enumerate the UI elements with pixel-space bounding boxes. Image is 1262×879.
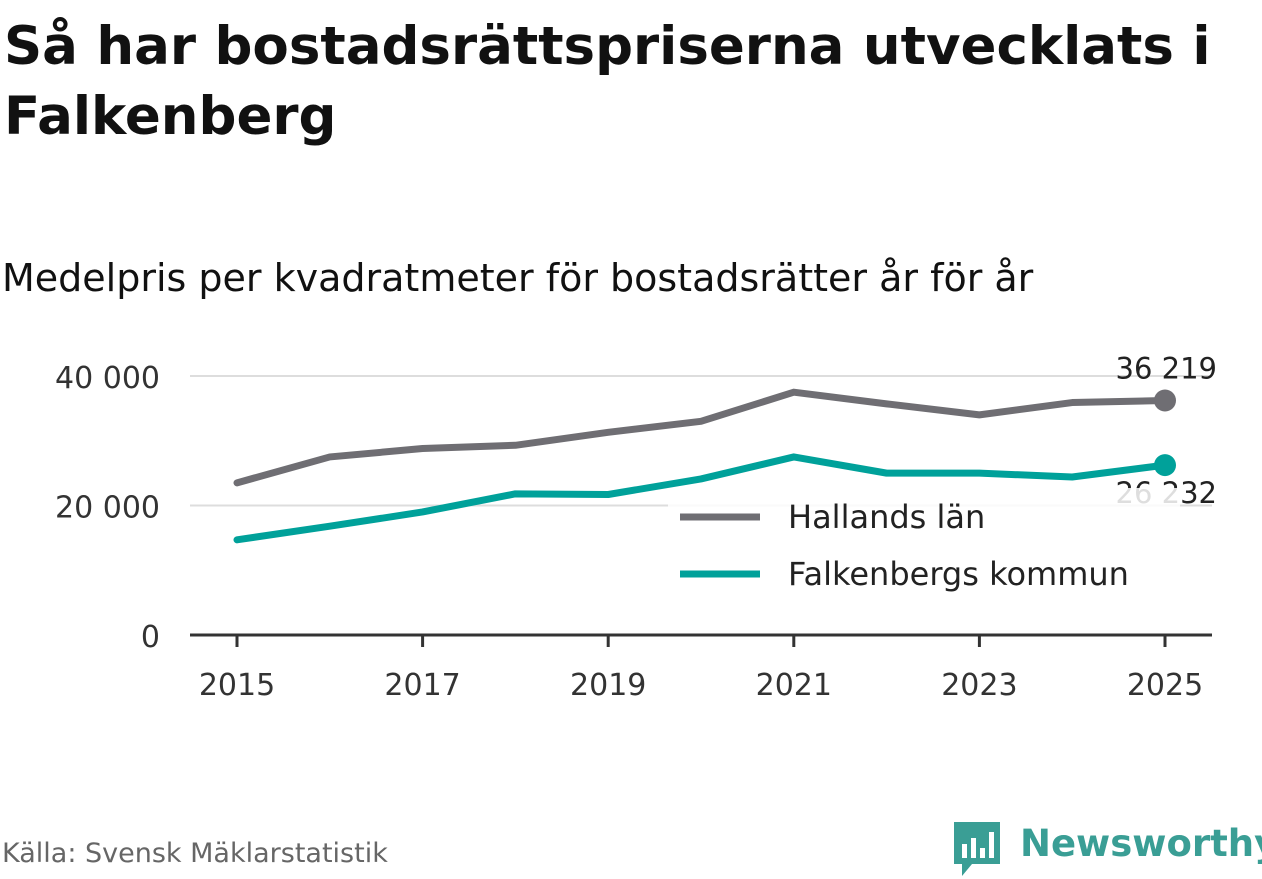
x-tick-label: 2015: [199, 668, 275, 703]
x-tick-label: 2019: [570, 668, 646, 703]
series-line-1: [233, 453, 1169, 544]
series-end-point: [1154, 454, 1176, 477]
y-tick-label: 20 000: [55, 491, 160, 526]
newsworthy-logo: Newsworthy: [950, 818, 1262, 878]
series-line-0: [233, 388, 1169, 487]
chart-subtitle: Medelpris per kvadratmeter för bostadsrä…: [2, 256, 1034, 300]
x-tick-label: 2021: [756, 668, 832, 703]
logo-text: Newsworthy: [1020, 822, 1262, 865]
series-end-label: 36 219: [1116, 351, 1217, 385]
series-end-point: [1154, 389, 1176, 412]
x-tick-label: 2017: [384, 668, 460, 703]
y-tick-label: 40 000: [55, 361, 160, 396]
y-tick-label: 0: [141, 620, 160, 655]
gridlines: [190, 375, 1212, 507]
x-tick-label: 2025: [1127, 668, 1203, 703]
legend: Hallands län Falkenbergs kommun: [668, 488, 1180, 608]
y-axis: 0 20 000 40 000: [55, 361, 160, 655]
x-axis: 2015 2017 2019 2021 2023 2025: [190, 633, 1212, 703]
series-lines: 36 21926 232: [233, 351, 1217, 544]
bar-chart-bubble-icon: [954, 822, 1000, 876]
source-note: Källa: Svensk Mäklarstatistik: [2, 838, 388, 869]
legend-label: Falkenbergs kommun: [788, 555, 1129, 593]
legend-background: [668, 488, 1180, 608]
legend-label: Hallands län: [788, 498, 985, 536]
chart-title: Så har bostadsrättspriserna utvecklats i…: [4, 16, 1211, 147]
x-tick-label: 2023: [941, 668, 1017, 703]
